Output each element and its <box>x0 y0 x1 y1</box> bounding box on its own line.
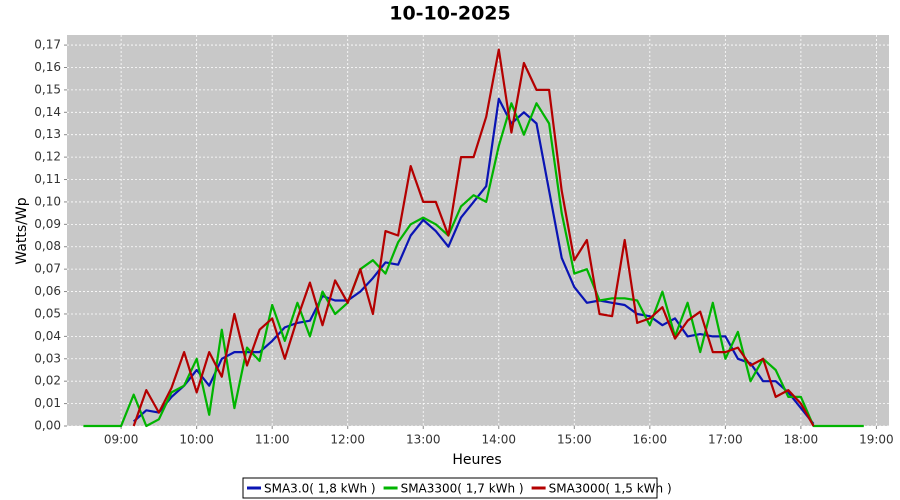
y-tick-label: 0,07 <box>34 262 61 276</box>
x-tick-label: 13:00 <box>406 433 441 447</box>
y-tick-label: 0,01 <box>34 396 61 410</box>
x-axis-label: Heures <box>452 452 501 468</box>
y-tick-label: 0,08 <box>34 239 61 253</box>
x-tick-label: 10:00 <box>179 433 214 447</box>
x-tick-label: 18:00 <box>784 433 819 447</box>
chart-title: 10-10-2025 <box>389 3 511 25</box>
legend <box>242 477 658 499</box>
y-tick-label: 0,13 <box>34 127 61 141</box>
y-tick-label: 0,09 <box>34 217 61 231</box>
x-tick-label: 12:00 <box>330 433 365 447</box>
legend-label: SMA3000( 1,5 kWh ) <box>549 482 672 496</box>
series-line <box>132 48 815 427</box>
legend-label: SMA3300( 1,7 kWh ) <box>401 482 524 496</box>
y-tick-label: 0,10 <box>34 194 61 208</box>
x-tick-label: 19:00 <box>859 433 894 447</box>
x-tick-label: 17:00 <box>708 433 743 447</box>
y-tick-label: 0,06 <box>34 284 61 298</box>
y-tick-label: 0,16 <box>34 60 61 74</box>
x-tick-label: 09:00 <box>104 433 139 447</box>
y-tick-label: 0,14 <box>34 105 61 119</box>
y-tick-label: 0,12 <box>34 150 61 164</box>
y-tick-label: 0,02 <box>34 374 61 388</box>
plot-area <box>67 35 889 426</box>
x-tick-label: 16:00 <box>633 433 668 447</box>
y-tick-label: 0,04 <box>34 329 61 343</box>
y-tick-label: 0,17 <box>34 38 61 52</box>
y-tick-label: 0,11 <box>34 172 61 186</box>
y-axis-label: Watts/Wp <box>14 197 30 264</box>
y-tick-label: 0,00 <box>34 419 61 433</box>
x-tick-label: 15:00 <box>557 433 592 447</box>
y-tick-label: 0,15 <box>34 82 61 96</box>
x-tick-label: 14:00 <box>481 433 516 447</box>
series-line <box>83 102 864 428</box>
y-tick-label: 0,03 <box>34 351 61 365</box>
x-tick-label: 11:00 <box>255 433 290 447</box>
legend-label: SMA3.0( 1,8 kWh ) <box>264 482 376 496</box>
y-tick-label: 0,05 <box>34 306 61 320</box>
